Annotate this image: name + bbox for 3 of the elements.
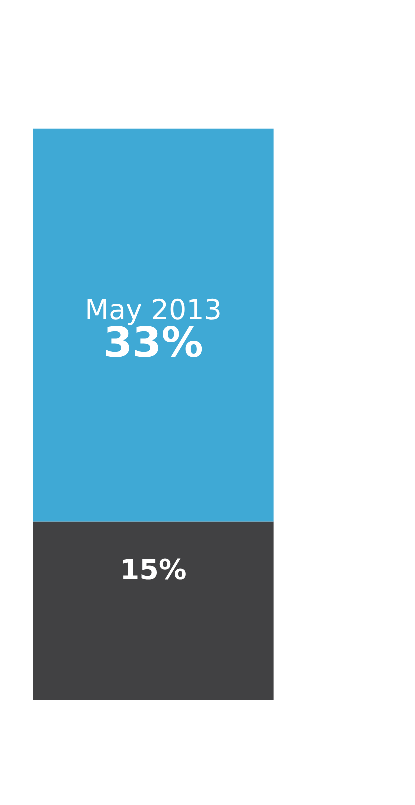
data-label: 15% [123,558,186,580]
series-label: May 2013 [88,298,220,326]
data-label: 33% [106,326,202,358]
